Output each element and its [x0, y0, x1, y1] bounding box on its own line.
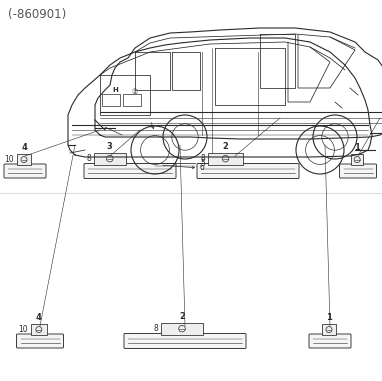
Text: (-860901): (-860901) [8, 8, 66, 21]
Text: 1: 1 [354, 143, 360, 152]
Text: 4: 4 [21, 143, 27, 152]
Text: 8: 8 [200, 154, 205, 163]
Bar [123, 94, 141, 106]
Bar [17, 154, 31, 165]
Text: 3: 3 [107, 142, 113, 151]
Bar [208, 153, 243, 165]
Text: 10: 10 [4, 155, 14, 164]
Text: 6: 6 [200, 163, 205, 173]
Bar [31, 324, 47, 335]
Bar [94, 153, 126, 165]
Text: ①: ① [132, 89, 138, 95]
FancyBboxPatch shape [340, 164, 377, 178]
FancyBboxPatch shape [124, 333, 246, 349]
Bar [102, 94, 120, 106]
Bar [322, 324, 336, 335]
Text: 8: 8 [86, 154, 91, 163]
Text: 2: 2 [179, 312, 185, 321]
FancyBboxPatch shape [309, 334, 351, 348]
FancyBboxPatch shape [197, 163, 299, 179]
Text: H: H [112, 87, 118, 93]
Bar [161, 323, 203, 335]
FancyBboxPatch shape [16, 334, 63, 348]
Bar [351, 154, 363, 165]
Text: 2: 2 [223, 142, 228, 151]
Text: 5: 5 [200, 158, 205, 168]
Text: 1: 1 [326, 313, 332, 322]
Text: 4: 4 [36, 313, 42, 322]
Text: 10: 10 [18, 325, 28, 334]
FancyBboxPatch shape [4, 164, 46, 178]
Text: 8: 8 [153, 324, 158, 333]
FancyBboxPatch shape [84, 163, 176, 179]
